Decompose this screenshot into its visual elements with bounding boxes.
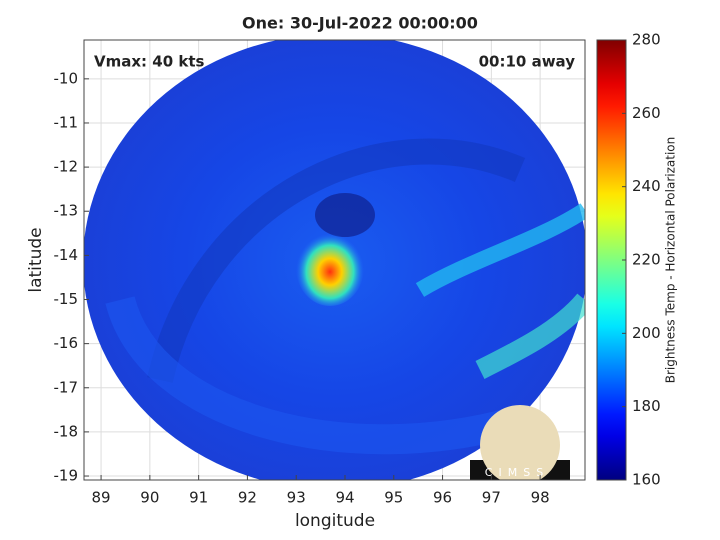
colorbar-tick-label: 220 <box>632 251 661 269</box>
x-tick-label: 89 <box>92 489 111 507</box>
y-tick-label: -17 <box>54 378 79 396</box>
y-tick-label: -13 <box>54 202 79 220</box>
y-tick-label: -19 <box>54 467 79 485</box>
x-tick-label: 92 <box>238 489 257 507</box>
y-tick-label: -15 <box>54 290 79 308</box>
colorbar-tick-label: 240 <box>632 177 661 195</box>
x-tick-label: 94 <box>335 489 354 507</box>
x-tick-label: 90 <box>140 489 159 507</box>
y-tick-label: -10 <box>54 69 79 87</box>
annotation: Vmax: 40 kts <box>94 53 204 71</box>
x-tick-label: 96 <box>433 489 452 507</box>
x-tick-label: 97 <box>482 489 501 507</box>
x-tick-label: 91 <box>189 489 208 507</box>
y-tick-label: -16 <box>54 334 79 352</box>
colorbar-tick-label: 200 <box>632 324 661 342</box>
colorbar <box>596 39 627 481</box>
x-axis-label: longitude <box>295 511 375 531</box>
y-axis-label: latitude <box>26 227 46 292</box>
x-tick-label: 95 <box>384 489 403 507</box>
colorbar-tick-label: 180 <box>632 397 661 415</box>
x-tick-label: 93 <box>287 489 306 507</box>
x-tick-label: 98 <box>531 489 550 507</box>
y-tick-label: -14 <box>54 246 79 264</box>
axes-frame <box>83 39 586 481</box>
y-tick-label: -18 <box>54 422 79 440</box>
chart-title: One: 30-Jul-2022 00:00:00 <box>242 14 478 33</box>
image <box>84 40 585 480</box>
colorbar-tick-label: 160 <box>632 471 661 489</box>
colorbar-tick-label: 280 <box>632 31 661 49</box>
y-tick-label: -12 <box>54 158 79 176</box>
logo: CIMSS <box>485 466 549 479</box>
colorbar-tick-label: 260 <box>632 104 661 122</box>
y-tick-label: -11 <box>54 113 79 131</box>
annotation: 00:10 away <box>479 53 576 71</box>
colorbar-label: Brightness Temp - Horizontal Polarizatio… <box>664 137 678 384</box>
